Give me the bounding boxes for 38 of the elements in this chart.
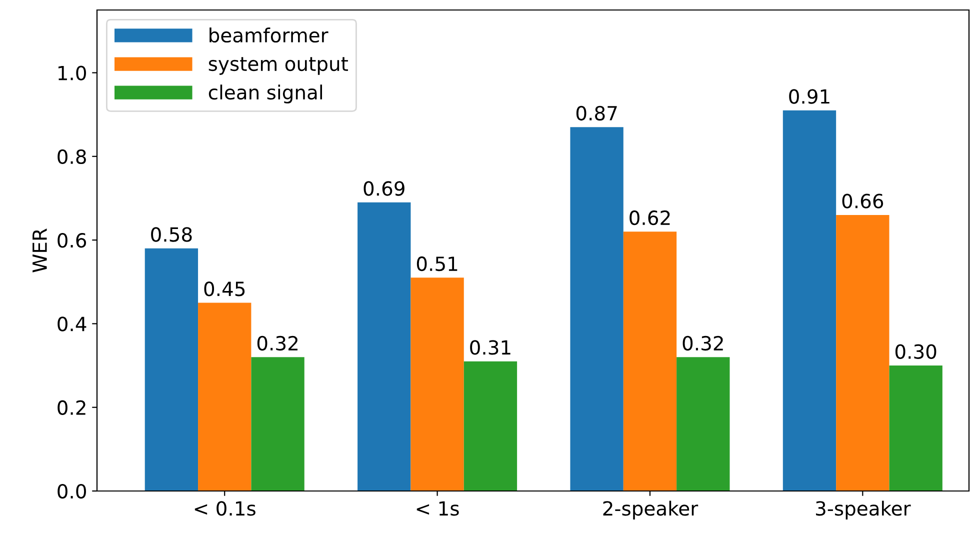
y-tick-label: 0.6 [58, 233, 86, 248]
bar [570, 127, 624, 491]
bar [676, 357, 730, 491]
legend-label: system output [208, 57, 348, 75]
bar [782, 110, 836, 491]
data-label: 0.32 [682, 336, 723, 351]
legend-label: clean signal [208, 84, 322, 104]
data-label: 0.45 [204, 282, 245, 296]
bar [198, 302, 252, 491]
data-label: 0.62 [630, 210, 670, 226]
y-axis-title: WER [32, 228, 47, 272]
bar [623, 232, 677, 491]
bar [889, 366, 942, 491]
bar [836, 214, 890, 491]
x-tick-label: < 1s [416, 501, 459, 516]
data-label: 0.66 [842, 194, 884, 208]
bar [410, 278, 464, 491]
data-label: 0.91 [789, 89, 830, 104]
bar [464, 361, 518, 491]
data-label: 0.69 [364, 181, 404, 196]
y-tick-label: 0.4 [58, 316, 86, 332]
data-label: 0.58 [151, 227, 192, 242]
legend-label: beamformer [210, 28, 328, 43]
bar [144, 248, 198, 491]
y-tick-label: 1.0 [58, 66, 86, 80]
y-tick-label: 0.8 [58, 149, 86, 164]
data-label: 0.87 [576, 106, 617, 121]
data-label: 0.32 [257, 336, 298, 351]
data-label: 0.51 [416, 256, 458, 272]
x-tick-label: 2-speaker [603, 500, 698, 520]
data-label: 0.30 [895, 344, 936, 359]
y-tick-label: 0.0 [58, 484, 86, 499]
x-tick-label: 3-speaker [816, 500, 911, 520]
bar [251, 357, 304, 491]
data-label: 0.31 [470, 340, 510, 355]
bar [358, 202, 411, 491]
x-tick-label: < 0.1s [194, 501, 256, 516]
y-tick-label: 0.2 [58, 400, 86, 416]
